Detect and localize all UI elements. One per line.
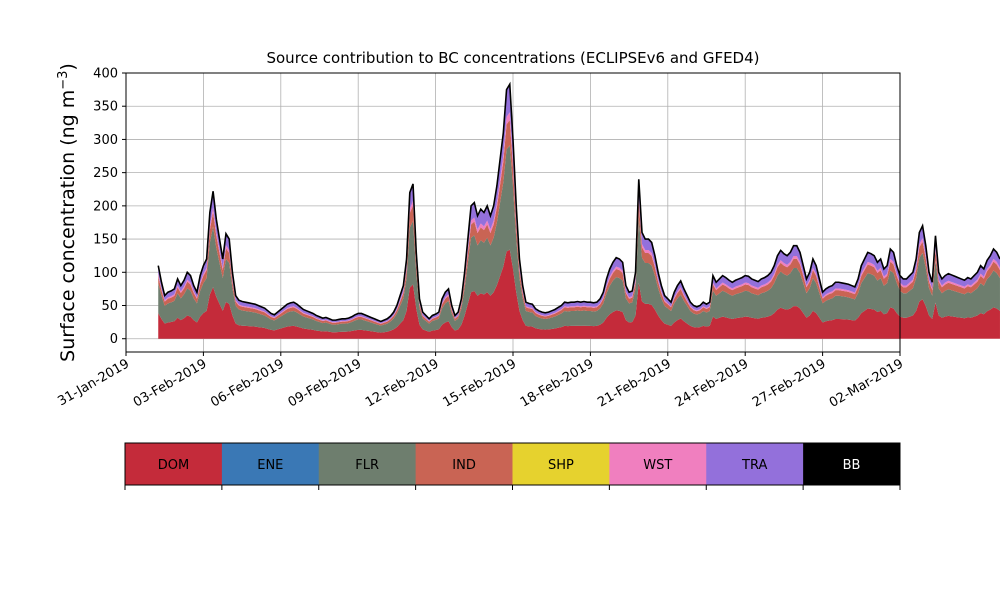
- y-tick-label: 350: [93, 100, 118, 115]
- legend-label-ene: ENE: [257, 458, 283, 473]
- legend-swatch-dom: [125, 443, 223, 485]
- y-axis-label: Surface concentration (ng m−3): [56, 63, 79, 362]
- y-axis-label-main: Surface concentration (ng m: [57, 90, 79, 362]
- y-tick-label: 0: [110, 332, 118, 347]
- total-line: [157, 81, 1000, 323]
- legend-label-shp: SHP: [548, 458, 574, 473]
- x-tick-label: 03-Feb-2019: [131, 356, 210, 410]
- stacked-areas: [158, 84, 1000, 339]
- y-axis-label-end: ): [57, 63, 79, 70]
- chart-title: Source contribution to BC concentrations…: [266, 49, 759, 67]
- x-tick-label: 24-Feb-2019: [673, 356, 752, 410]
- legend-label-dom: DOM: [158, 458, 189, 473]
- x-tick-label: 09-Feb-2019: [286, 356, 365, 410]
- y-tick-label: 200: [93, 199, 118, 214]
- x-tick-label: 15-Feb-2019: [440, 356, 519, 410]
- legend-swatch-bb: [803, 443, 901, 485]
- legend-swatch-shp: [512, 443, 610, 485]
- legend-label-wst: WST: [643, 458, 672, 473]
- x-axis: 31-Jan-201903-Feb-201906-Feb-201909-Feb-…: [55, 352, 906, 411]
- x-tick-label: 02-Mar-2019: [827, 356, 906, 410]
- legend-swatch-ind: [415, 443, 513, 485]
- x-tick-label: 06-Feb-2019: [208, 356, 287, 410]
- x-tick-label: 31-Jan-2019: [55, 356, 132, 409]
- legend-label-ind: IND: [452, 458, 476, 473]
- x-tick-label: 12-Feb-2019: [363, 356, 442, 410]
- y-tick-label: 400: [93, 67, 118, 82]
- y-tick-label: 100: [93, 266, 118, 281]
- legend: DOM ENE FLR IND SHP WST TRA BB: [124, 442, 901, 490]
- legend-swatch-ene: [221, 443, 320, 485]
- x-tick-label: 21-Feb-2019: [595, 356, 674, 410]
- legend-label-flr: FLR: [355, 458, 379, 473]
- y-tick-label: 300: [93, 133, 118, 148]
- y-axis: 0 50 100 150 200 250 300 350 400: [93, 67, 126, 347]
- area-flr: [158, 145, 1000, 333]
- x-tick-label: 18-Feb-2019: [518, 356, 597, 410]
- legend-swatch-tra: [706, 443, 804, 485]
- legend-swatch-wst: [609, 443, 707, 485]
- area-dom: [158, 249, 1000, 339]
- y-tick-label: 150: [93, 233, 118, 248]
- y-tick-label: 50: [101, 299, 118, 314]
- legend-label-bb: BB: [843, 458, 861, 473]
- y-axis-label-superscript: −3: [56, 71, 71, 90]
- x-tick-label: 27-Feb-2019: [750, 356, 829, 410]
- legend-label-tra: TRA: [741, 458, 767, 473]
- legend-swatch-flr: [318, 443, 417, 485]
- y-tick-label: 250: [93, 166, 118, 181]
